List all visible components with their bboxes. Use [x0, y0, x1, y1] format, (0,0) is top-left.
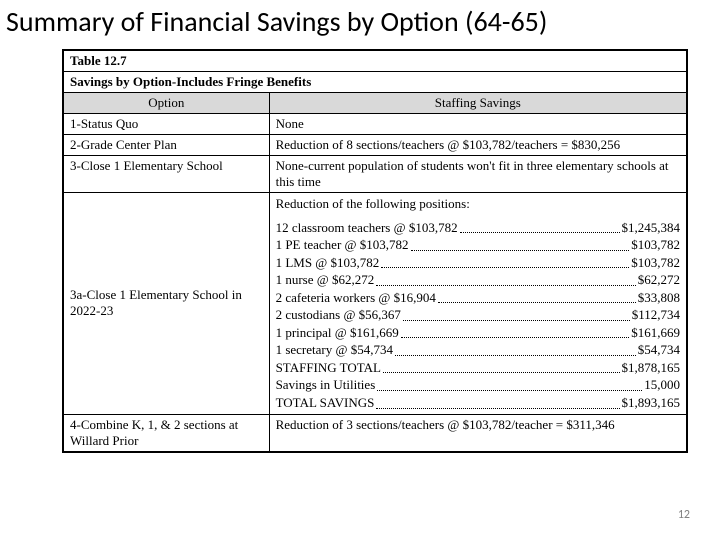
slide-title: Summary of Financial Savings by Option (… [0, 0, 720, 49]
table-number: Table 12.7 [64, 51, 687, 72]
line-item-label: 1 secretary @ $54,734 [276, 341, 393, 359]
header-option: Option [64, 93, 270, 114]
header-savings: Staffing Savings [269, 93, 686, 114]
table-row: 3a-Close 1 Elementary School in 2022-23 … [64, 193, 687, 415]
line-item: 1 nurse @ $62,272 $62,272 [276, 271, 680, 289]
line-item: 12 classroom teachers @ $103,782 $1,245,3… [276, 219, 680, 237]
table-row: 1-Status Quo None [64, 114, 687, 135]
dot-leader [376, 271, 636, 286]
dot-leader [395, 341, 636, 356]
table-header-row: Option Staffing Savings [64, 93, 687, 114]
line-item-label: TOTAL SAVINGS [276, 394, 375, 412]
line-item-amount: $103,782 [631, 236, 680, 254]
line-item-label: 12 classroom teachers @ $103,782 [276, 219, 458, 237]
line-item-label: 2 custodians @ $56,367 [276, 306, 401, 324]
line-item-label: 1 LMS @ $103,782 [276, 254, 380, 272]
line-item: 2 custodians @ $56,367 $112,734 [276, 306, 680, 324]
line-item-amount: $103,782 [631, 254, 680, 272]
savings-cell: Reduction of 3 sections/teachers @ $103,… [269, 414, 686, 451]
savings-cell: Reduction of the following positions: 12… [269, 193, 686, 415]
line-item-label: 1 nurse @ $62,272 [276, 271, 375, 289]
dot-leader [381, 254, 629, 269]
option-cell: 3-Close 1 Elementary School [64, 156, 270, 193]
line-item: 1 PE teacher @ $103,782 $103,782 [276, 236, 680, 254]
line-item-amount: $62,272 [638, 271, 680, 289]
dot-leader [460, 219, 620, 234]
page-number: 12 [678, 508, 690, 522]
savings-cell: None-current population of students won'… [269, 156, 686, 193]
reduction-intro: Reduction of the following positions: [276, 195, 680, 213]
savings-table: Table 12.7 Savings by Option-Includes Fr… [63, 50, 687, 452]
line-item: 1 principal @ $161,669 $161,669 [276, 324, 680, 342]
option-cell: 3a-Close 1 Elementary School in 2022-23 [64, 193, 270, 415]
option-cell: 4-Combine K, 1, & 2 sections at Willard … [64, 414, 270, 451]
line-item-amount: $112,734 [632, 306, 680, 324]
dot-leader [438, 289, 636, 304]
table-row: 3-Close 1 Elementary School None-current… [64, 156, 687, 193]
dot-leader [411, 236, 630, 251]
line-item-amount: $161,669 [631, 324, 680, 342]
line-item: TOTAL SAVINGS $1,893,165 [276, 394, 680, 412]
line-item: Savings in Utilities 15,000 [276, 376, 680, 394]
dot-leader [383, 359, 620, 374]
dot-leader [403, 306, 630, 321]
line-item: 2 cafeteria workers @ $16,904 $33,808 [276, 289, 680, 307]
line-item-amount: 15,000 [644, 376, 680, 394]
line-item-label: 1 principal @ $161,669 [276, 324, 399, 342]
dot-leader [401, 324, 629, 339]
line-item-label: Savings in Utilities [276, 376, 376, 394]
dot-leader [376, 394, 619, 409]
line-item-amount: $54,734 [638, 341, 680, 359]
savings-cell: Reduction of 8 sections/teachers @ $103,… [269, 135, 686, 156]
line-item: 1 LMS @ $103,782 $103,782 [276, 254, 680, 272]
line-item-amount: $1,245,384 [622, 219, 681, 237]
line-item-label: 2 cafeteria workers @ $16,904 [276, 289, 436, 307]
line-item-amount: $33,808 [638, 289, 680, 307]
dot-leader [377, 376, 642, 391]
table-row: 4-Combine K, 1, & 2 sections at Willard … [64, 414, 687, 451]
line-item-label: STAFFING TOTAL [276, 359, 381, 377]
line-item-amount: $1,893,165 [622, 394, 681, 412]
line-item: 1 secretary @ $54,734 $54,734 [276, 341, 680, 359]
savings-cell: None [269, 114, 686, 135]
table-caption: Savings by Option-Includes Fringe Benefi… [64, 72, 687, 93]
option-cell: 1-Status Quo [64, 114, 270, 135]
option-cell: 2-Grade Center Plan [64, 135, 270, 156]
line-item-label: 1 PE teacher @ $103,782 [276, 236, 409, 254]
savings-table-container: Table 12.7 Savings by Option-Includes Fr… [62, 49, 688, 453]
line-item-amount: $1,878,165 [622, 359, 681, 377]
table-row: 2-Grade Center Plan Reduction of 8 secti… [64, 135, 687, 156]
line-item: STAFFING TOTAL $1,878,165 [276, 359, 680, 377]
